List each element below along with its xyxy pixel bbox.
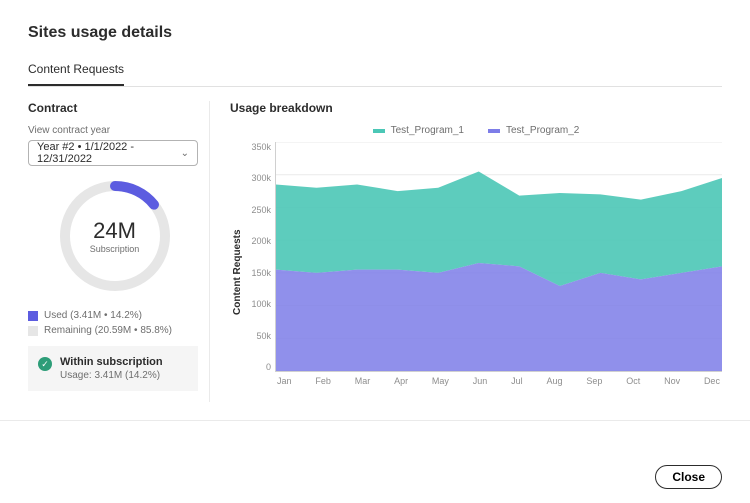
remaining-legend-label: Remaining (20.59M • 85.8%) bbox=[44, 325, 172, 336]
xtick-label: Dec bbox=[704, 376, 720, 386]
xtick-label: Sep bbox=[586, 376, 602, 386]
legend-label: Test_Program_2 bbox=[506, 125, 579, 136]
xtick-label: Nov bbox=[664, 376, 680, 386]
ytick-label: 50k bbox=[245, 331, 271, 341]
xtick-label: Jul bbox=[511, 376, 523, 386]
legend-swatch bbox=[373, 129, 385, 133]
xtick-label: Jun bbox=[473, 376, 488, 386]
chart-heading: Usage breakdown bbox=[230, 101, 722, 115]
legend-label: Test_Program_1 bbox=[391, 125, 464, 136]
ytick-label: 200k bbox=[245, 236, 271, 246]
subscription-donut: 24M Subscription bbox=[28, 166, 201, 300]
chart-xticks: Jan Feb Mar Apr May Jun Jul Aug Sep Oct Nov Dec bbox=[275, 376, 722, 386]
used-legend-label: Used (3.41M • 14.2%) bbox=[44, 310, 142, 321]
xtick-label: Jan bbox=[277, 376, 292, 386]
chart-legend-item: Test_Program_1 bbox=[373, 125, 464, 136]
xtick-label: Oct bbox=[626, 376, 640, 386]
donut-sublabel: Subscription bbox=[90, 244, 140, 254]
footer-divider bbox=[0, 420, 750, 421]
status-box: ✓ Within subscription Usage: 3.41M (14.2… bbox=[28, 346, 198, 391]
status-title: Within subscription bbox=[60, 356, 163, 368]
close-button[interactable]: Close bbox=[655, 465, 722, 489]
used-swatch bbox=[28, 311, 38, 321]
donut-legend: Used (3.41M • 14.2%) Remaining (20.59M •… bbox=[28, 310, 201, 336]
xtick-label: Apr bbox=[394, 376, 408, 386]
ytick-label: 150k bbox=[245, 268, 271, 278]
tabs: Content Requests bbox=[28, 60, 722, 87]
ytick-label: 350k bbox=[245, 142, 271, 152]
chart-ylabel: Content Requests bbox=[230, 142, 245, 402]
xtick-label: Feb bbox=[315, 376, 331, 386]
status-sub: Usage: 3.41M (14.2%) bbox=[60, 370, 163, 381]
contract-year-label: View contract year bbox=[28, 125, 201, 136]
chart-yticks: 350k 300k 250k 200k 150k 100k 50k 0 bbox=[245, 142, 275, 372]
contract-year-select[interactable]: Year #2 • 1/1/2022 - 12/31/2022 ⌄ bbox=[28, 140, 198, 166]
ytick-label: 0 bbox=[245, 362, 271, 372]
xtick-label: Mar bbox=[355, 376, 371, 386]
donut-value: 24M bbox=[93, 218, 136, 244]
xtick-label: May bbox=[432, 376, 449, 386]
ytick-label: 250k bbox=[245, 205, 271, 215]
contract-year-value: Year #2 • 1/1/2022 - 12/31/2022 bbox=[37, 141, 181, 165]
ytick-label: 100k bbox=[245, 299, 271, 309]
legend-swatch bbox=[488, 129, 500, 133]
remaining-swatch bbox=[28, 326, 38, 336]
chart-legend: Test_Program_1 Test_Program_2 bbox=[230, 125, 722, 136]
ytick-label: 300k bbox=[245, 173, 271, 183]
xtick-label: Aug bbox=[547, 376, 563, 386]
chevron-down-icon: ⌄ bbox=[181, 148, 189, 159]
chart-legend-item: Test_Program_2 bbox=[488, 125, 579, 136]
check-circle-icon: ✓ bbox=[38, 357, 52, 371]
tab-content-requests[interactable]: Content Requests bbox=[28, 62, 124, 86]
contract-heading: Contract bbox=[28, 101, 201, 115]
chart-plot bbox=[275, 142, 722, 372]
page-title: Sites usage details bbox=[28, 24, 722, 42]
